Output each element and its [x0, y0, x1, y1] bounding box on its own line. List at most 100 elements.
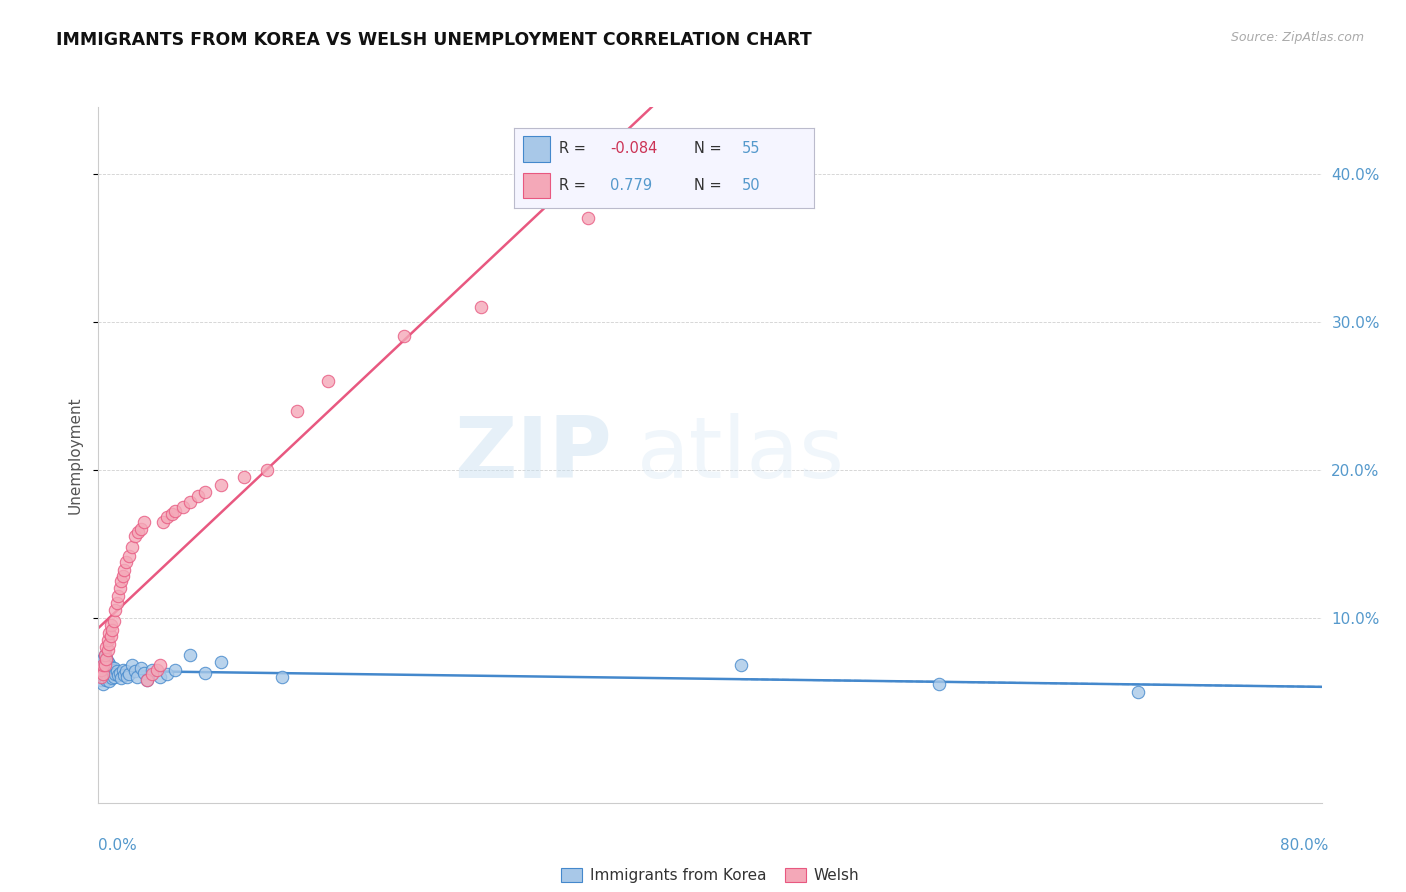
Point: [91, 667, 114, 681]
Point: [110, 672, 132, 686]
Point: [94, 659, 117, 673]
Point: [90, 664, 112, 678]
Point: [100, 628, 122, 642]
Point: [101, 663, 124, 677]
Point: [93, 658, 115, 673]
Point: [172, 500, 194, 514]
Bar: [523, 173, 550, 198]
Point: [107, 589, 129, 603]
Point: [145, 663, 167, 677]
Point: [209, 655, 232, 669]
Point: [163, 663, 186, 677]
Point: [136, 673, 159, 687]
Point: [97, 655, 120, 669]
Point: [121, 540, 143, 554]
Point: [152, 515, 174, 529]
Point: [103, 670, 125, 684]
Point: [91, 677, 114, 691]
Point: [100, 668, 122, 682]
Text: 0.0%: 0.0%: [98, 838, 138, 853]
Text: R =: R =: [560, 141, 591, 156]
Point: [104, 603, 127, 617]
Point: [101, 672, 124, 686]
Point: [125, 670, 148, 684]
Text: IMMIGRANTS FROM KOREA VS WELSH UNEMPLOYMENT CORRELATION CHART: IMMIGRANTS FROM KOREA VS WELSH UNEMPLOYM…: [56, 31, 813, 49]
Point: [98, 657, 121, 671]
Point: [470, 300, 492, 314]
Point: [115, 664, 138, 678]
Point: [94, 652, 117, 666]
Bar: [523, 136, 550, 161]
Point: [90, 655, 112, 669]
Point: [103, 614, 125, 628]
Point: [156, 510, 179, 524]
Point: [93, 657, 115, 671]
Point: [112, 563, 135, 577]
Point: [105, 664, 128, 678]
Text: Source: ZipAtlas.com: Source: ZipAtlas.com: [1230, 31, 1364, 45]
Point: [129, 522, 152, 536]
Point: [111, 569, 134, 583]
Point: [124, 529, 146, 543]
Point: [105, 596, 128, 610]
Point: [117, 670, 139, 684]
Point: [98, 674, 121, 689]
Point: [141, 663, 163, 677]
Point: [194, 665, 217, 680]
Point: [98, 665, 121, 680]
Point: [97, 632, 120, 647]
Point: [89, 667, 111, 681]
Point: [90, 673, 112, 687]
Text: 50: 50: [742, 178, 761, 193]
Point: [127, 524, 149, 539]
Point: [187, 489, 209, 503]
Point: [110, 574, 132, 588]
Point: [209, 477, 232, 491]
Text: N =: N =: [695, 178, 727, 193]
Point: [98, 637, 121, 651]
Point: [118, 549, 141, 563]
Point: [91, 661, 114, 675]
Text: 0.779: 0.779: [610, 178, 652, 193]
Point: [100, 618, 122, 632]
Point: [111, 663, 134, 677]
Point: [232, 470, 254, 484]
Text: 80.0%: 80.0%: [1281, 838, 1329, 853]
Point: [194, 484, 217, 499]
Point: [97, 663, 120, 677]
Point: [98, 625, 121, 640]
Point: [94, 673, 117, 687]
Point: [94, 640, 117, 655]
Text: R =: R =: [560, 178, 595, 193]
Point: [104, 667, 127, 681]
Point: [101, 623, 124, 637]
Point: [392, 329, 416, 343]
Point: [179, 495, 201, 509]
Point: [112, 668, 135, 682]
Point: [129, 661, 152, 675]
Point: [316, 374, 339, 388]
Point: [91, 670, 114, 684]
Point: [576, 211, 599, 225]
Point: [103, 661, 125, 675]
Point: [179, 648, 201, 662]
Point: [108, 581, 131, 595]
Point: [94, 667, 117, 681]
Point: [160, 507, 183, 521]
Text: -0.084: -0.084: [610, 141, 658, 156]
Text: N =: N =: [695, 141, 727, 156]
Point: [149, 658, 172, 673]
Point: [156, 667, 179, 681]
Point: [134, 515, 156, 529]
Point: [124, 664, 146, 678]
Point: [93, 648, 115, 662]
Y-axis label: Unemployment: Unemployment: [67, 396, 83, 514]
Point: [141, 667, 163, 681]
Point: [149, 670, 172, 684]
Point: [89, 658, 111, 673]
Point: [93, 665, 115, 680]
Point: [91, 652, 114, 666]
Point: [285, 403, 308, 417]
Point: [928, 677, 950, 691]
Point: [107, 668, 129, 682]
